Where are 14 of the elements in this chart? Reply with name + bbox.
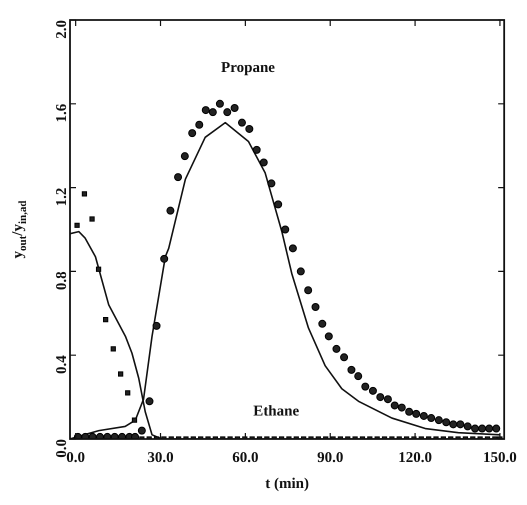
- x-axis-title: t (min): [265, 476, 309, 492]
- x-tick-label: 150.0: [483, 450, 517, 466]
- y-tick-label: 0.8: [54, 271, 70, 290]
- annotation: Ethane: [253, 404, 300, 420]
- y-tick-label: 2.0: [54, 20, 70, 39]
- x-tick-label: 60.0: [232, 450, 258, 466]
- x-tick-label: 120.0: [398, 450, 432, 466]
- annotation: Propane: [221, 60, 276, 76]
- y-tick-label: 1.2: [54, 188, 70, 206]
- x-tick-label: 30.0: [147, 450, 174, 466]
- x-tick-label: 90.0: [317, 450, 344, 466]
- y-axis-title: yout/yin,ad: [10, 200, 29, 258]
- y-tick-label: 1.6: [54, 103, 70, 123]
- y-tick-label: 0.4: [54, 354, 70, 374]
